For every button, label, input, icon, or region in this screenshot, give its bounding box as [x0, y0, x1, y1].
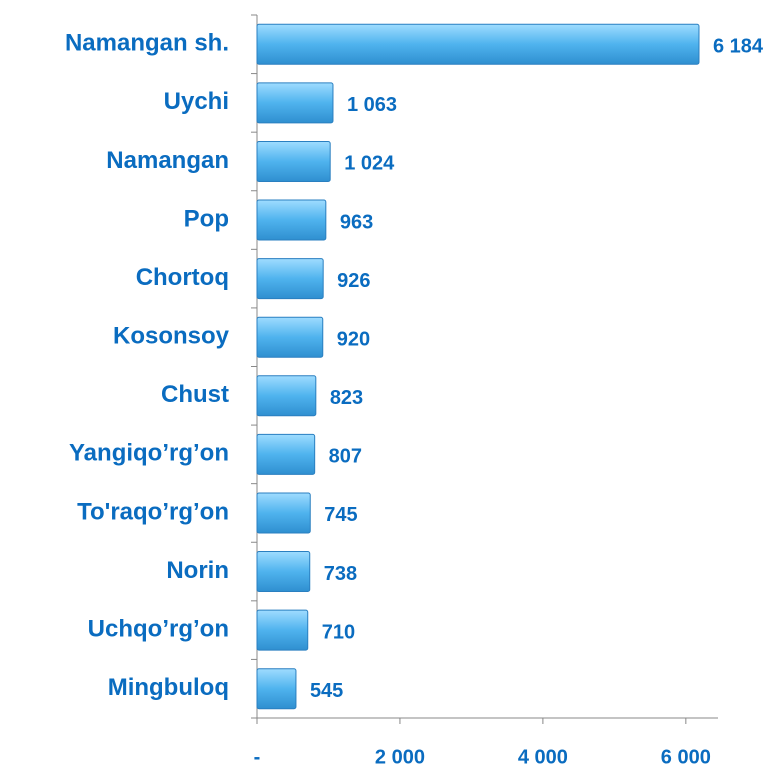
value-label: 807 — [329, 446, 362, 468]
x-tick-label: 4 000 — [518, 746, 568, 768]
category-label: Chust — [161, 381, 229, 408]
bar — [256, 609, 309, 651]
category-label: Pop — [184, 205, 229, 232]
category-label: Kosonsoy — [113, 323, 230, 350]
bar — [256, 433, 316, 475]
value-label: 6 184 — [713, 36, 764, 58]
category-label: To'raqo’rg’on — [77, 498, 229, 525]
category-label: Yangiqo’rg’on — [69, 440, 229, 467]
bar — [256, 258, 324, 300]
bar — [256, 668, 297, 710]
value-label: 545 — [310, 680, 343, 702]
category-label: Chortoq — [136, 264, 229, 291]
bar — [256, 375, 317, 417]
bar — [256, 316, 324, 358]
x-tick-label: 2 000 — [375, 746, 425, 768]
value-label: 1 024 — [344, 153, 395, 175]
category-label: Mingbuloq — [108, 674, 229, 701]
value-label: 926 — [337, 270, 370, 292]
bar — [256, 199, 327, 241]
category-label: Namangan — [106, 147, 229, 174]
category-label: Norin — [166, 557, 229, 584]
category-label: Uchqo’rg’on — [88, 615, 229, 642]
bar — [256, 82, 334, 124]
value-label: 823 — [330, 387, 363, 409]
bar — [256, 23, 700, 65]
value-label: 738 — [324, 563, 357, 585]
value-label: 920 — [337, 328, 370, 350]
x-tick-label: - — [254, 746, 261, 768]
bar — [256, 140, 331, 182]
value-label: 745 — [324, 504, 357, 526]
category-label: Namangan sh. — [65, 30, 229, 57]
bar — [256, 551, 311, 593]
x-tick-label: 6 000 — [661, 746, 711, 768]
value-label: 963 — [340, 211, 373, 233]
category-label: Uychi — [164, 88, 229, 115]
value-label: 1 063 — [347, 94, 397, 116]
bar — [256, 492, 311, 534]
value-label: 710 — [322, 621, 355, 643]
